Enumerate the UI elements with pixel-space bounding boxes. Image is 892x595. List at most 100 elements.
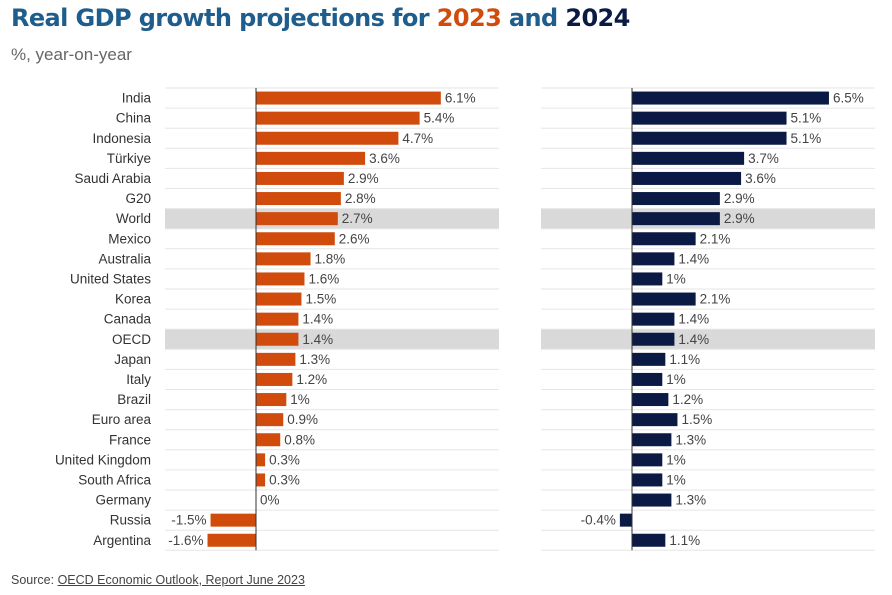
category-label-g20: G20	[125, 191, 151, 206]
bar-2023-g20	[256, 192, 341, 206]
title-middle: and	[501, 4, 566, 32]
chart-subtitle: %, year-on-year	[11, 45, 132, 64]
value-label-2024-oecd: 1.4%	[678, 332, 709, 347]
source-label: Source:	[11, 573, 58, 587]
bar-2024-korea	[632, 292, 696, 306]
category-label-russia: Russia	[110, 513, 152, 528]
value-label-2023-united-kingdom: 0.3%	[269, 452, 300, 467]
category-label-euro-area: Euro area	[92, 412, 152, 427]
value-label-2024-saudi-arabia: 3.6%	[745, 171, 776, 186]
bar-2024-united-kingdom	[632, 453, 663, 467]
category-label-indonesia: Indonesia	[92, 131, 151, 146]
bar-2024-world	[632, 212, 720, 226]
value-label-2023-euro-area: 0.9%	[287, 412, 318, 427]
bar-2023-united-kingdom	[256, 453, 266, 467]
bar-2024-france	[632, 433, 672, 447]
category-label-india: India	[122, 91, 152, 106]
value-label-2023-japan: 1.3%	[299, 352, 330, 367]
value-label-2023-argentina: -1.6%	[168, 533, 203, 548]
value-label-2024-australia: 1.4%	[678, 251, 709, 266]
category-label-australia: Australia	[98, 251, 151, 266]
value-label-2024-canada: 1.4%	[678, 312, 709, 327]
value-label-2023-brazil: 1%	[290, 392, 310, 407]
highlight-band-oecd-2023	[165, 329, 499, 350]
value-label-2024-japan: 1.1%	[669, 352, 700, 367]
bar-2024-australia	[632, 252, 675, 266]
bar-2023-brazil	[256, 393, 287, 407]
bar-2024-brazil	[632, 393, 669, 407]
bar-2024-south-africa	[632, 473, 663, 487]
bar-2023-argentina	[207, 533, 256, 547]
value-label-2024-south-africa: 1%	[666, 472, 686, 487]
category-label-united-kingdom: United Kingdom	[55, 452, 151, 467]
category-label-south-africa: South Africa	[78, 472, 151, 487]
value-label-2024-brazil: 1.2%	[672, 392, 703, 407]
bar-2023-france	[256, 433, 281, 447]
bar-2023-indonesia	[256, 131, 399, 145]
value-label-2023-saudi-arabia: 2.9%	[348, 171, 379, 186]
category-label-france: France	[109, 432, 151, 447]
value-label-2023-indonesia: 4.7%	[402, 131, 433, 146]
value-label-2024-argentina: 1.1%	[669, 533, 700, 548]
bar-2024-oecd	[632, 332, 675, 346]
value-label-2023-canada: 1.4%	[302, 312, 333, 327]
value-label-2024-france: 1.3%	[675, 432, 706, 447]
bar-2024-united-states	[632, 272, 663, 286]
title-year-2023: 2023	[436, 4, 502, 32]
bar-2023-india	[256, 91, 441, 105]
bar-2024-argentina	[632, 533, 666, 547]
value-label-2023-oecd: 1.4%	[302, 332, 333, 347]
value-label-2023-india: 6.1%	[445, 91, 476, 106]
value-label-2023-italy: 1.2%	[296, 372, 327, 387]
value-label-2023-united-states: 1.6%	[308, 271, 339, 286]
bar-2024-t-rkiye	[632, 151, 745, 165]
chart-title: Real GDP growth projections for 2023 and…	[11, 4, 630, 32]
bar-2024-indonesia	[632, 131, 787, 145]
value-label-2023-mexico: 2.6%	[339, 231, 370, 246]
value-label-2023-russia: -1.5%	[171, 513, 206, 528]
category-label-japan: Japan	[114, 352, 151, 367]
category-label-canada: Canada	[104, 312, 152, 327]
highlight-band-oecd-2024	[541, 329, 875, 350]
value-label-2024-germany: 1.3%	[675, 493, 706, 508]
bar-2024-euro-area	[632, 413, 678, 427]
bar-2023-euro-area	[256, 413, 284, 427]
bar-2023-united-states	[256, 272, 305, 286]
bar-2023-china	[256, 111, 420, 125]
value-label-2024-united-kingdom: 1%	[666, 452, 686, 467]
value-label-2024-euro-area: 1.5%	[681, 412, 712, 427]
value-label-2023-australia: 1.8%	[315, 251, 346, 266]
bar-2023-oecd	[256, 332, 299, 346]
bar-2023-south-africa	[256, 473, 266, 487]
bar-2024-g20	[632, 192, 720, 206]
category-label-world: World	[116, 211, 151, 226]
gdp-bar-chart: India China Indonesia Türkiye Saudi Arabia G2…	[55, 87, 875, 551]
category-label-korea: Korea	[115, 292, 152, 307]
value-label-2024-india: 6.5%	[833, 91, 864, 106]
bar-2024-saudi-arabia	[632, 171, 742, 185]
value-label-2023-china: 5.4%	[424, 111, 455, 126]
bar-2024-india	[632, 91, 829, 105]
bar-2023-canada	[256, 312, 299, 326]
title-prefix: Real GDP growth projections for	[11, 4, 437, 32]
value-label-2024-united-states: 1%	[666, 271, 686, 286]
category-label-saudi-arabia: Saudi Arabia	[74, 171, 151, 186]
value-label-2024-g20: 2.9%	[724, 191, 755, 206]
source-link[interactable]: OECD Economic Outlook, Report June 2023	[57, 573, 305, 587]
category-label-oecd: OECD	[112, 332, 151, 347]
bar-2024-germany	[632, 493, 672, 507]
value-label-2023-korea: 1.5%	[305, 292, 336, 307]
bar-2024-canada	[632, 312, 675, 326]
value-label-2023-g20: 2.8%	[345, 191, 376, 206]
value-label-2023-germany: 0%	[260, 493, 280, 508]
bar-2023-australia	[256, 252, 311, 266]
source-note: Source: OECD Economic Outlook, Report Ju…	[11, 573, 305, 587]
bar-2023-italy	[256, 372, 293, 386]
value-label-2024-world: 2.9%	[724, 211, 755, 226]
value-label-2024-indonesia: 5.1%	[791, 131, 822, 146]
category-label-china: China	[116, 111, 152, 126]
value-label-2024-china: 5.1%	[791, 111, 822, 126]
bar-2024-italy	[632, 372, 663, 386]
bar-2024-china	[632, 111, 787, 125]
value-label-2023-france: 0.8%	[284, 432, 315, 447]
